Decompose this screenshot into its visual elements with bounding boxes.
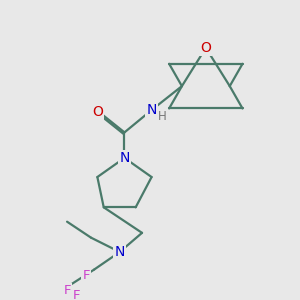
Text: H: H: [158, 110, 166, 123]
Text: F: F: [63, 284, 71, 297]
Text: F: F: [73, 289, 80, 300]
Text: N: N: [146, 103, 157, 117]
Text: N: N: [119, 151, 130, 165]
Text: O: O: [92, 105, 103, 118]
Text: O: O: [200, 41, 211, 55]
Text: F: F: [82, 269, 90, 282]
Text: N: N: [115, 245, 125, 259]
